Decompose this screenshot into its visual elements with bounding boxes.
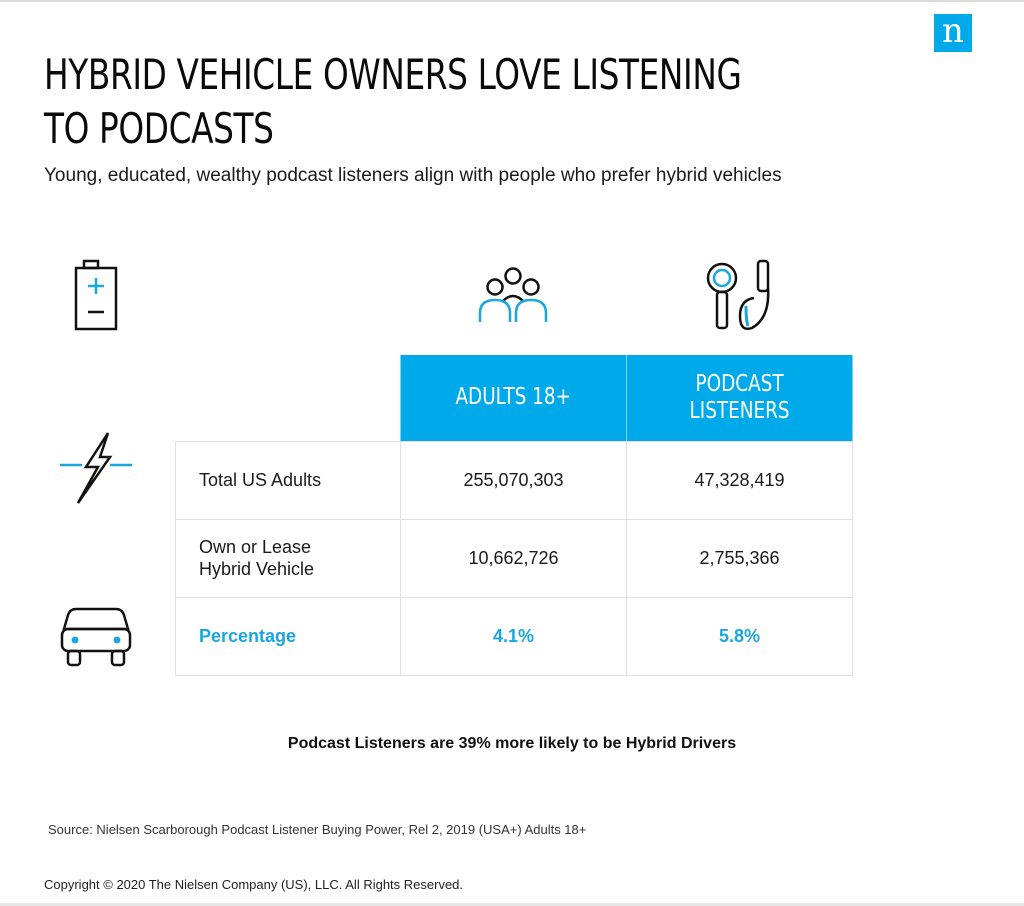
column-header-adults: ADULTS 18+ xyxy=(400,355,627,442)
page-title: HYBRID VEHICLE OWNERS LOVE LISTENING TO … xyxy=(44,48,793,156)
adults-value: 10,662,726 xyxy=(400,518,627,598)
bottom-border xyxy=(0,903,1024,906)
table-corner xyxy=(176,355,401,441)
nielsen-logo: n xyxy=(934,14,972,52)
adults-percentage: 4.1% xyxy=(400,596,627,676)
podcast-value: 47,328,419 xyxy=(626,440,853,520)
row-label: Own or Lease Hybrid Vehicle xyxy=(175,518,401,598)
copyright-notice: Copyright © 2020 The Nielsen Company (US… xyxy=(44,877,464,892)
podcast-value: 2,755,366 xyxy=(626,518,853,598)
adults-value: 255,070,303 xyxy=(400,440,627,520)
row-label: Total US Adults xyxy=(175,440,401,520)
podcast-percentage: 5.8% xyxy=(626,596,853,676)
source-note: Source: Nielsen Scarborough Podcast List… xyxy=(48,822,587,837)
table-row-percentage: Percentage 4.1% 5.8% xyxy=(175,596,853,676)
hybrid-podcast-table: ADULTS 18+ PODCAST LISTENERS Total US Ad… xyxy=(175,355,853,676)
column-header-podcast-listeners: PODCAST LISTENERS xyxy=(626,355,853,442)
row-label: Percentage xyxy=(175,596,401,676)
battery-icon xyxy=(74,259,118,331)
top-border xyxy=(0,0,1024,2)
page-subtitle: Young, educated, wealthy podcast listene… xyxy=(44,165,782,186)
title-line-1: HYBRID VEHICLE OWNERS LOVE LISTENING xyxy=(44,50,742,99)
title-line-2: TO PODCASTS xyxy=(44,104,274,153)
key-finding: Podcast Listeners are 39% more likely to… xyxy=(287,735,737,752)
people-group-icon xyxy=(478,267,548,322)
earbuds-icon xyxy=(706,259,770,330)
table-row: Total US Adults 255,070,303 47,328,419 xyxy=(175,440,853,520)
car-icon xyxy=(60,607,132,667)
lightning-bolt-icon xyxy=(60,432,132,504)
table-row: Own or Lease Hybrid Vehicle 10,662,726 2… xyxy=(175,518,853,598)
